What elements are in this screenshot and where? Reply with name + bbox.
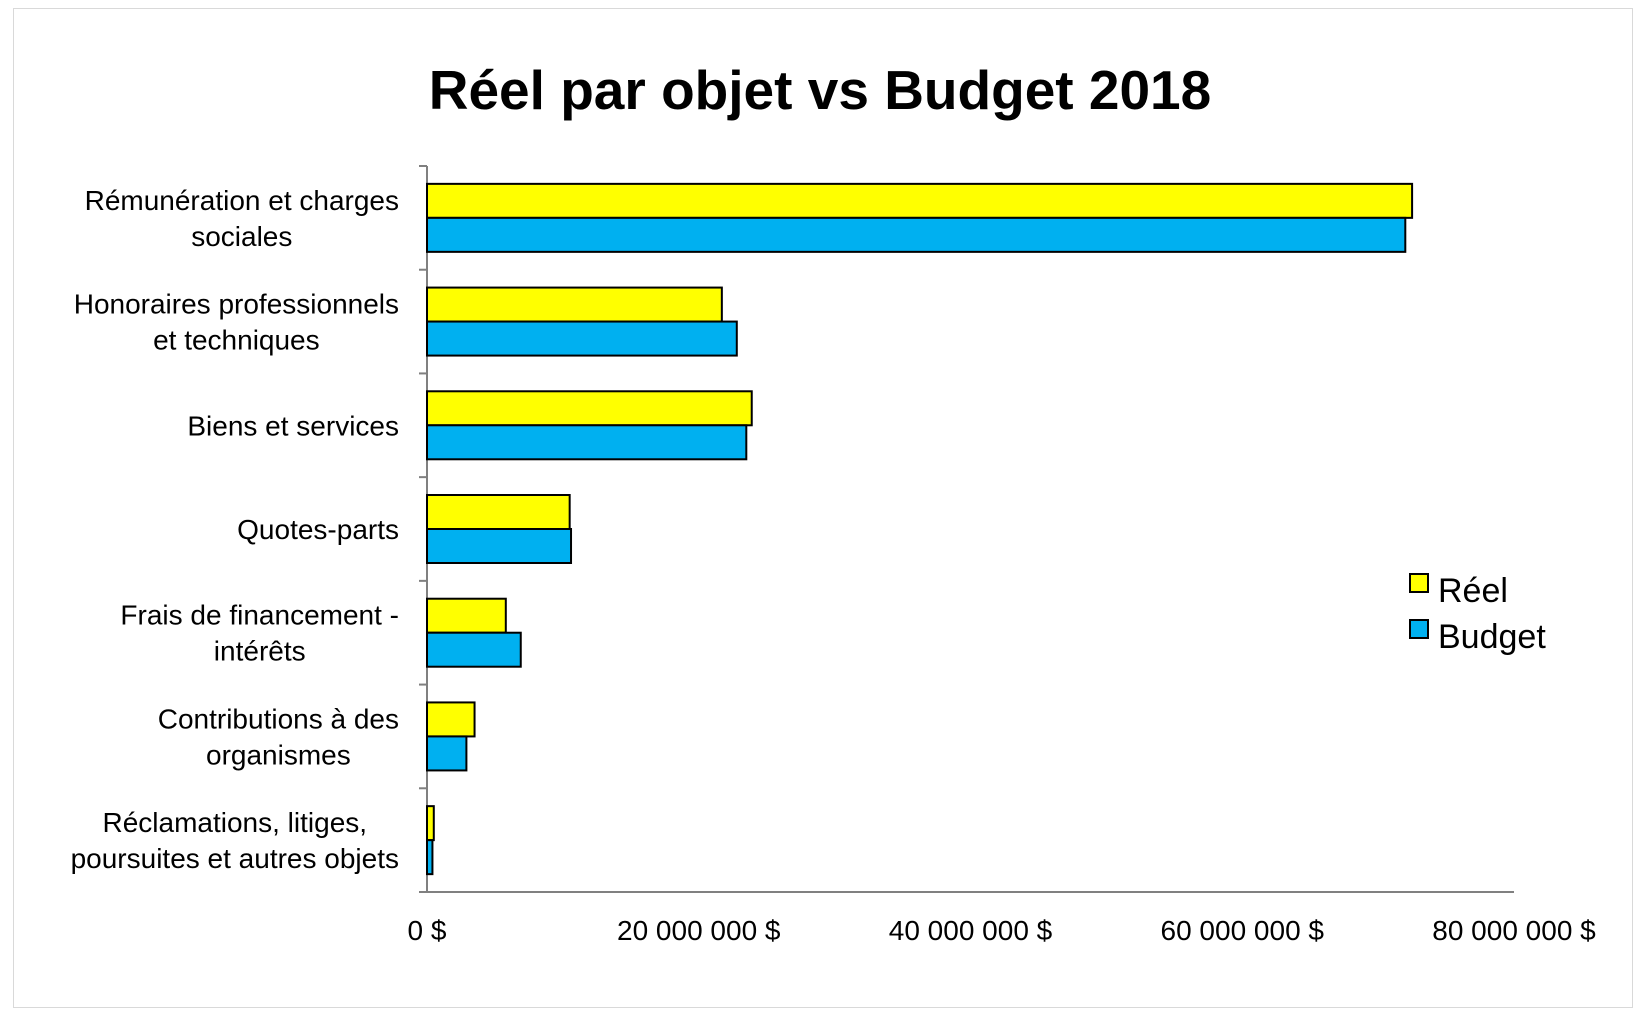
bar-reel [426,701,476,738]
category-label: Quotes-parts [237,514,399,545]
x-tick-label: 0 $ [408,915,447,946]
bar-reel [426,390,753,427]
bar-budget [426,216,1407,253]
chart-title: Réel par objet vs Budget 2018 [428,59,1212,121]
category-label: Frais de financement -intérêts [120,600,399,667]
x-tick-label: 60 000 000 $ [1161,915,1325,946]
bar-reel [426,597,507,634]
bar-reel [426,805,435,842]
x-tick-label: 40 000 000 $ [889,915,1053,946]
legend-label: Budget [1438,618,1546,656]
legend-swatch [1409,573,1429,593]
category-label: Biens et services [187,410,399,441]
bar-budget [426,735,468,772]
bar-budget [426,320,738,357]
bar-budget [426,839,434,876]
bar-reel [426,286,723,323]
x-tick-label: 80 000 000 $ [1432,915,1596,946]
bar-reel [426,182,1414,219]
category-label: Rémunération et charges sociales [85,185,399,252]
bar-budget [426,424,748,461]
bar-budget [426,528,573,564]
legend-label: Réel [1438,572,1508,610]
x-tick-label: 20 000 000 $ [617,915,781,946]
bar-budget [426,631,522,668]
chart-frame [13,8,1633,1008]
category-label: Honoraires professionnels et techniques [74,289,399,356]
category-label: Contributions à des organismes [158,703,399,770]
bar-reel [426,494,571,530]
category-label: Réclamations, litiges, poursuites et autr… [71,807,399,874]
legend-swatch [1409,619,1429,639]
